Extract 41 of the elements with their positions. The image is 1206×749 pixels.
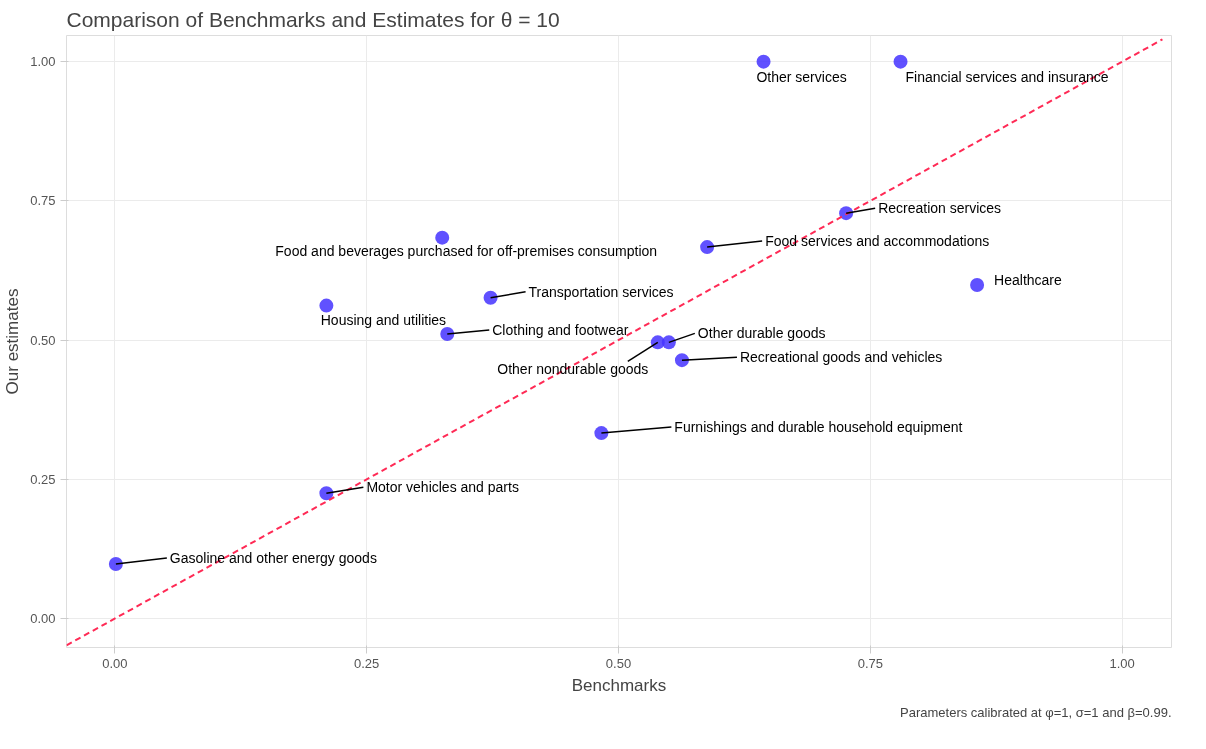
- point: [661, 335, 676, 350]
- annotation: Furnishings and durable household equipment: [674, 419, 963, 436]
- annotation: Transportation services: [528, 283, 674, 300]
- x-tick-label: 1.00: [1109, 655, 1135, 671]
- y-tick-label: 0.75: [30, 193, 56, 209]
- annotation: Motor vehicles and parts: [366, 479, 519, 496]
- annotation: Healthcare: [994, 271, 1063, 288]
- chart-title: Comparison of Benchmarks and Estimates for θ = 10: [66, 7, 560, 31]
- text: Parameters calibrated at φ=1, σ=1 and β=0.99.: [900, 704, 1172, 720]
- annotation: Food and beverages purchased for off-premises consumption: [275, 242, 658, 259]
- annotation: Recreational goods and vehicles: [739, 349, 943, 366]
- annotation: Other services: [756, 68, 847, 85]
- annotation: Food services and accommodations: [765, 233, 990, 250]
- y-tick-label: 1.00: [30, 54, 56, 70]
- point: [893, 54, 908, 69]
- y-axis-title: Our estimates: [3, 288, 23, 395]
- annotation: Recreation services: [878, 200, 1002, 217]
- annotation: Gasoline and other energy goods: [169, 549, 377, 566]
- point: [435, 230, 450, 245]
- x-tick-label: 0.75: [857, 655, 883, 671]
- x-tick-label: 0.00: [102, 655, 128, 671]
- point: [594, 426, 609, 441]
- annotation: Clothing and footwear: [492, 321, 629, 338]
- y-tick-label: 0.50: [30, 332, 56, 348]
- x-tick-label: 0.25: [354, 655, 380, 671]
- annotation: Housing and utilities: [320, 311, 447, 328]
- x-tick-label: 0.50: [605, 655, 632, 671]
- annotation: Other nondurable goods: [497, 361, 649, 378]
- x-axis-title: Benchmarks: [571, 675, 667, 695]
- annotation: Other durable goods: [697, 325, 826, 342]
- y-tick-label: 0.00: [30, 611, 56, 627]
- point: [970, 277, 985, 292]
- point: [440, 327, 455, 341]
- point: [319, 298, 334, 313]
- point: [483, 290, 498, 305]
- point: [674, 353, 689, 368]
- point: [108, 556, 123, 571]
- point: [756, 54, 771, 69]
- annotation: Financial services and insurance: [905, 68, 1109, 85]
- y-tick-label: 0.25: [30, 471, 56, 487]
- point: [700, 240, 715, 255]
